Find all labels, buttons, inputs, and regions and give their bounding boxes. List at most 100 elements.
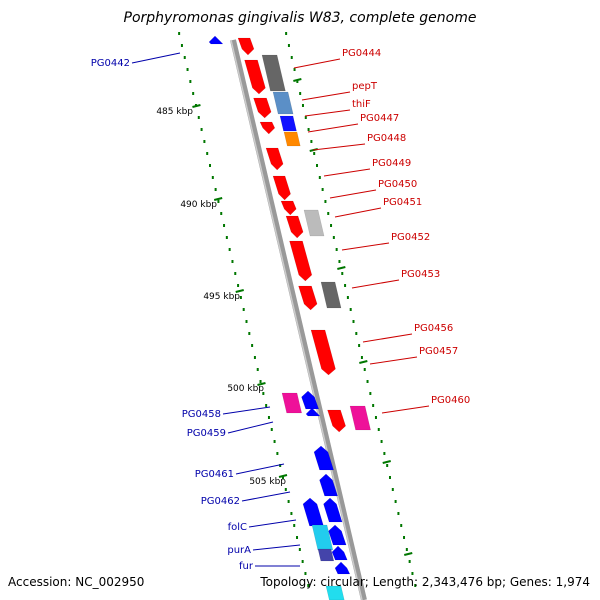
ruler-dot (265, 404, 268, 407)
ruler-dot (248, 332, 251, 335)
label-leader (227, 421, 274, 434)
forward-gene (310, 329, 336, 376)
gene-label-reverse: PG0461 (195, 469, 234, 480)
label-leader (351, 279, 400, 289)
ruler-dot (338, 260, 341, 263)
ruler-dot (237, 284, 240, 287)
genome-summary-text: Topology: circular; Length: 2,343,476 bp… (259, 575, 590, 589)
ruler-dot (391, 488, 394, 491)
reverse-gene (319, 473, 338, 497)
label-leader (301, 91, 351, 101)
label-leader (369, 356, 418, 365)
ruler-dot (414, 584, 417, 587)
scale-label: 500 kbp (227, 384, 264, 394)
ruler-dot (360, 356, 363, 359)
reverse-gene (208, 35, 224, 45)
ruler-dot (273, 440, 276, 443)
ruler-dot (299, 92, 302, 95)
ruler-dot (231, 260, 234, 263)
scale-tick (337, 266, 346, 270)
scale-label: 490 kbp (180, 200, 217, 210)
ruler-dot (316, 164, 319, 167)
forward-gene (253, 97, 272, 119)
ruler-dot (203, 140, 206, 143)
scale-tick (403, 552, 413, 556)
scale-tick (192, 104, 201, 108)
label-leader (323, 168, 371, 177)
gene-label-forward: PG0452 (391, 232, 430, 243)
ruler-dot (301, 560, 304, 563)
ruler-dot (223, 224, 226, 227)
ruler-dot (245, 320, 248, 323)
ruler-dot (281, 476, 284, 479)
accession-text: Accession: NC_002950 (8, 575, 144, 589)
gene-label-forward: PG0453 (401, 269, 440, 280)
reverse-gene (305, 407, 321, 417)
reverse-gene (323, 497, 343, 523)
ruler-dot (397, 512, 400, 515)
ruler-dot (380, 440, 383, 443)
ruler-dot (287, 500, 290, 503)
ruler-dot (346, 296, 349, 299)
gene-label-reverse: PG0459 (187, 428, 226, 439)
ruler-dot (304, 116, 307, 119)
ruler-dot (211, 176, 214, 179)
forward-gene (327, 409, 346, 433)
gene-label-reverse: fur (239, 561, 254, 572)
ruler-dot (386, 464, 389, 467)
ruler-dot (403, 536, 406, 539)
reverse-gene (313, 445, 334, 471)
gene-label-forward: PG0449 (372, 158, 411, 169)
label-leader (293, 58, 341, 69)
label-leader (304, 109, 351, 117)
reverse-gene (302, 497, 324, 527)
ruler-dot (374, 416, 377, 419)
gene-labels: PG0444 pepT thiF PG0447 PG0448 PG0449 PG0450 PG… (91, 48, 470, 572)
ruler-dot (355, 332, 358, 335)
ruler-dot (400, 524, 403, 527)
gene-label-forward: PG0444 (342, 48, 381, 59)
forward-gene (285, 215, 304, 239)
ruler-dot (408, 560, 411, 563)
ruler-dot (296, 536, 299, 539)
ruler-dot (293, 524, 296, 527)
ruler-dot (405, 548, 408, 551)
label-leader (307, 123, 359, 133)
gene-label-forward: PG0456 (414, 323, 453, 334)
ruler-dot (256, 368, 259, 371)
ruler-dot (369, 392, 372, 395)
scale-tick (293, 78, 302, 82)
gene-label-forward: thiF (352, 99, 371, 110)
label-leader (362, 333, 413, 343)
ruler-dot (262, 392, 265, 395)
forward-gene-steelblue (272, 91, 294, 115)
forward-gene (244, 59, 266, 95)
scale-label: 505 kbp (249, 477, 286, 487)
ruler-dot (220, 212, 223, 215)
ruler-dot (189, 80, 192, 83)
reverse-gene (334, 561, 351, 575)
label-leader (312, 143, 366, 151)
ruler-dot (332, 236, 335, 239)
gene-label-forward: PG0451 (383, 197, 422, 208)
ruler-dot (180, 44, 183, 47)
ruler-dot (304, 572, 307, 575)
forward-gene (265, 147, 284, 171)
gene-label-forward: PG0460 (431, 395, 470, 406)
scale-labels: 485 kbp 490 kbp 495 kbp 500 kbp 505 kbp (156, 107, 286, 487)
ruler-dot (239, 296, 242, 299)
ruler-dot (217, 200, 220, 203)
forward-gene (237, 37, 255, 56)
label-leader (341, 242, 390, 251)
label-leader (241, 491, 291, 502)
forward-gene-gray (320, 281, 342, 309)
scale-tick (213, 197, 223, 201)
ruler-dot (307, 128, 310, 131)
ruler-dot (377, 428, 380, 431)
ruler-dot (287, 44, 290, 47)
scale-label: 495 kbp (203, 292, 240, 302)
gene-label-reverse: PG0462 (201, 496, 240, 507)
ruler-dot (206, 152, 209, 155)
gene-label-forward: pepT (352, 81, 378, 92)
ruler-dot (259, 380, 262, 383)
